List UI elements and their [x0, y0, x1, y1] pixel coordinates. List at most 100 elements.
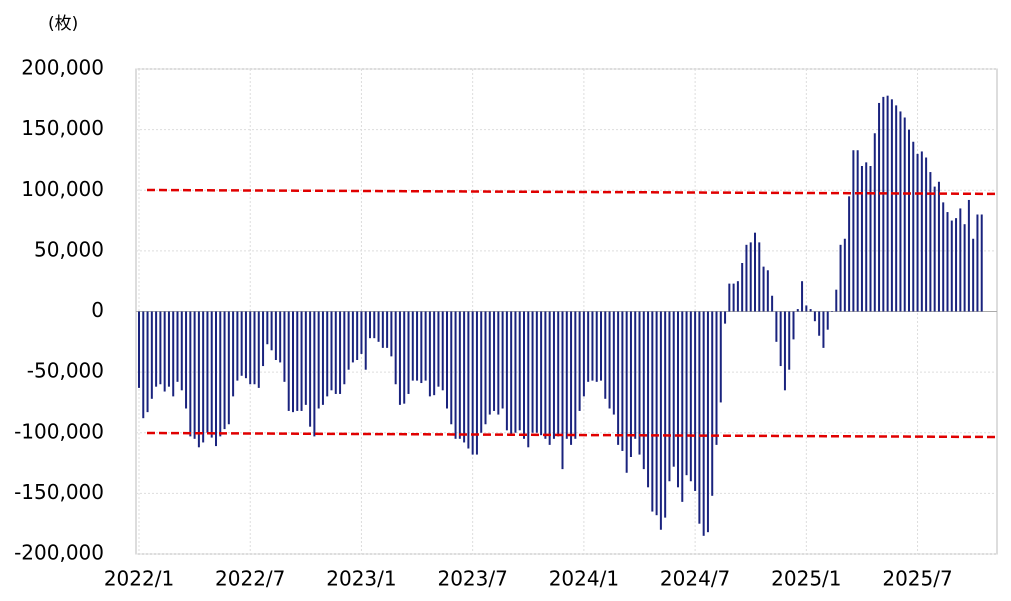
x-tick-label: 2022/7	[215, 567, 285, 591]
bar	[505, 311, 508, 431]
bar	[672, 311, 675, 467]
bar	[403, 311, 406, 404]
bar	[458, 311, 461, 439]
bar	[309, 311, 312, 427]
bar	[266, 311, 269, 345]
y-tick-label: -50,000	[27, 359, 104, 383]
bar	[659, 311, 662, 530]
bar	[848, 196, 851, 312]
bar	[351, 311, 354, 363]
bar	[227, 311, 230, 425]
bar	[668, 311, 671, 482]
bar	[236, 311, 239, 381]
bar	[642, 311, 645, 470]
bar	[180, 311, 183, 391]
bar	[715, 311, 718, 445]
bar	[587, 311, 590, 382]
bar	[813, 311, 816, 322]
bar	[210, 311, 213, 438]
bar	[548, 311, 551, 445]
bar	[732, 283, 735, 312]
bar	[193, 311, 196, 439]
bar	[398, 311, 401, 405]
bar	[514, 311, 517, 433]
bar	[612, 311, 615, 415]
x-tick-label: 2024/7	[660, 567, 730, 591]
bar	[899, 111, 902, 312]
bar	[621, 311, 624, 451]
bar	[437, 311, 440, 387]
bar	[578, 311, 581, 411]
bar	[480, 311, 483, 433]
bar	[189, 311, 192, 437]
bar	[390, 311, 393, 357]
bar	[450, 311, 453, 425]
bar	[296, 311, 299, 411]
y-tick-label: 150,000	[21, 116, 104, 140]
bar	[253, 311, 256, 385]
bar	[497, 311, 500, 415]
bar	[946, 212, 949, 312]
bar	[582, 311, 585, 397]
bar	[882, 96, 885, 312]
x-tick-label: 2024/1	[549, 567, 619, 591]
bar	[801, 281, 804, 312]
bar	[955, 218, 958, 312]
bar	[360, 311, 363, 354]
bar	[407, 311, 410, 394]
bar	[929, 172, 932, 312]
bar	[206, 311, 209, 433]
bar	[711, 311, 714, 496]
bar	[831, 311, 833, 312]
bar	[167, 311, 170, 387]
bar	[424, 311, 427, 381]
bar	[146, 311, 149, 413]
unit-label: (枚)	[48, 14, 78, 34]
bar	[317, 311, 320, 409]
bar	[963, 224, 966, 312]
bar	[279, 311, 282, 363]
bar	[313, 311, 316, 437]
bar	[916, 153, 919, 312]
bar	[617, 311, 620, 445]
bar	[779, 311, 782, 367]
bar	[741, 263, 744, 312]
bar	[433, 311, 436, 396]
reference-line	[146, 431, 998, 439]
bar	[428, 311, 431, 397]
bar	[895, 105, 898, 312]
bar	[163, 311, 166, 392]
bar	[920, 151, 923, 312]
bar	[270, 311, 273, 351]
y-tick-label: 200,000	[21, 56, 104, 80]
x-tick-label: 2022/1	[104, 567, 174, 591]
bar	[745, 244, 748, 312]
bar	[249, 311, 252, 385]
bar	[552, 311, 555, 439]
bar	[890, 99, 893, 312]
bar	[159, 311, 162, 385]
bar	[287, 311, 290, 411]
bar	[420, 311, 423, 384]
bar	[283, 311, 286, 382]
bar	[373, 311, 376, 339]
bar	[339, 311, 342, 394]
bar	[651, 311, 654, 512]
y-tick-label: 50,000	[34, 237, 104, 261]
bar	[685, 311, 688, 476]
bar	[527, 311, 530, 448]
bar	[796, 309, 799, 312]
bar	[574, 311, 577, 439]
bar	[792, 311, 795, 340]
bar	[591, 311, 594, 381]
bar	[441, 311, 444, 391]
bar	[493, 311, 496, 411]
bar	[343, 311, 346, 385]
bar	[523, 311, 525, 439]
bar	[150, 311, 153, 399]
bar	[471, 311, 474, 455]
bar	[185, 311, 188, 409]
bar	[647, 311, 650, 488]
bar	[274, 311, 277, 360]
